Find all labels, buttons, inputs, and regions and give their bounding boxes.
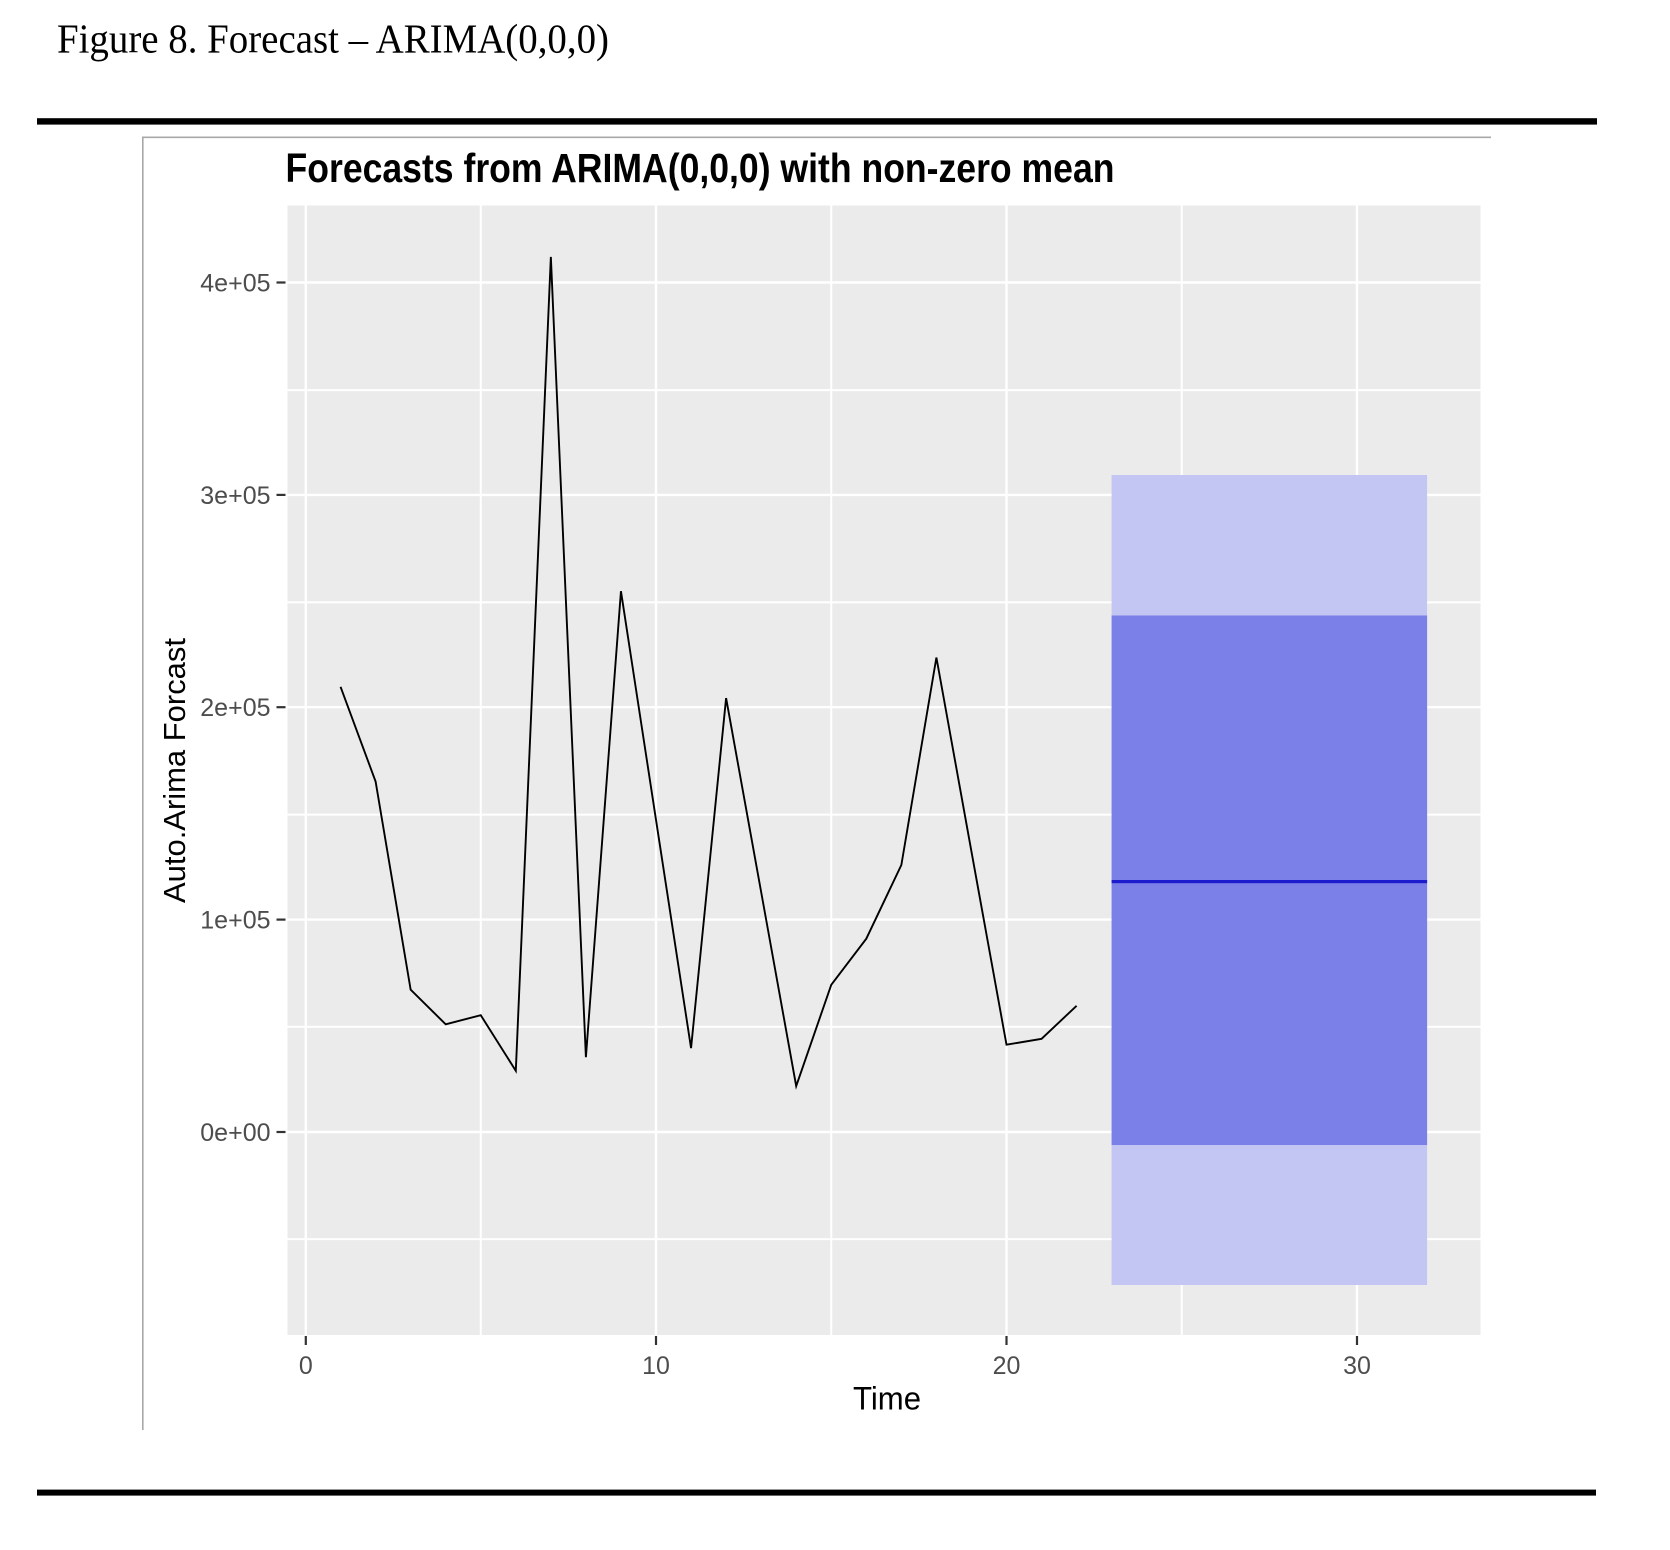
svg-text:20: 20 (993, 1352, 1021, 1380)
svg-text:3e+05: 3e+05 (200, 482, 270, 510)
svg-text:0e+00: 0e+00 (200, 1119, 270, 1147)
svg-text:Time: Time (853, 1380, 921, 1416)
svg-text:30: 30 (1343, 1352, 1371, 1380)
svg-text:Figure 8. Forecast – ARIMA(0,0: Figure 8. Forecast – ARIMA(0,0,0) (57, 15, 609, 61)
svg-text:0: 0 (299, 1352, 313, 1380)
svg-text:4e+05: 4e+05 (200, 270, 270, 298)
svg-text:2e+05: 2e+05 (200, 694, 270, 722)
svg-text:Auto.Arima Forcast: Auto.Arima Forcast (157, 638, 192, 903)
svg-text:Forecasts from ARIMA(0,0,0) wi: Forecasts from ARIMA(0,0,0) with non-zer… (286, 145, 1115, 191)
svg-text:1e+05: 1e+05 (200, 907, 270, 935)
svg-text:10: 10 (642, 1352, 670, 1380)
